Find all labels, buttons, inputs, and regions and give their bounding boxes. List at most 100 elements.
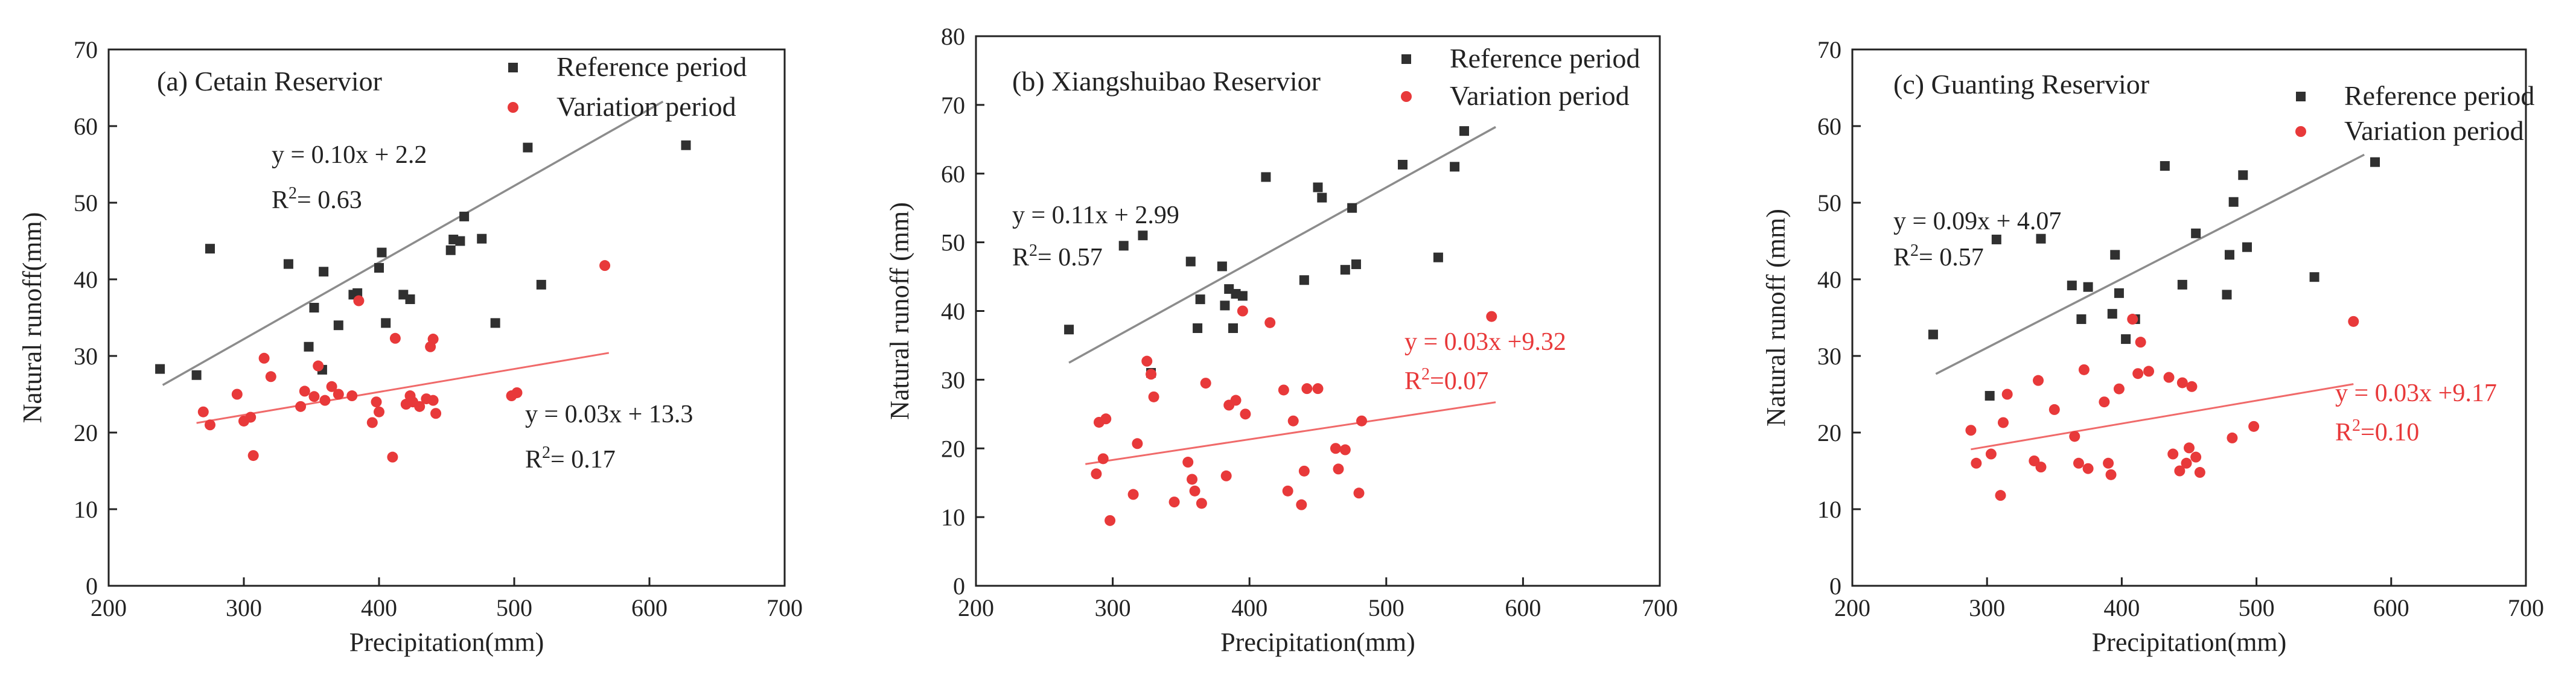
variation-point [295,401,307,412]
variation-point [1196,498,1207,509]
x-tick-label: 700 [1642,594,1678,621]
y-tick-label: 70 [1817,36,1841,63]
reference-r2-value: = 0.57 [1038,244,1103,271]
variation-point [1091,468,1102,480]
reference-point [2191,228,2201,238]
y-axis-title: Natural runoff(mm) [18,212,47,424]
reference-r2-value: = 0.57 [1919,244,1984,271]
legend-variation-label: Variation period [1450,80,1630,111]
variation-point [1486,311,1497,322]
y-axis-title: Natural runoff (mm) [1761,209,1791,427]
reference-point [374,262,384,273]
x-tick-label: 500 [1368,594,1404,621]
plot-frame [107,48,786,587]
y-tick-label: 10 [74,496,98,523]
variation-point [427,334,439,345]
variation-point [1296,499,1307,510]
variation-point [1100,413,1112,425]
variation-point [2174,465,2185,477]
variation-point [2163,372,2175,383]
reference-point [459,211,470,221]
variation-point [1264,317,1276,328]
variation-point [2035,462,2047,473]
reference-point [1433,252,1443,262]
y-tick-label: 70 [941,92,965,119]
variation-point [346,390,358,402]
x-tick-label: 500 [496,594,532,621]
variation-point [2033,375,2044,386]
reference-point [283,259,293,269]
variation-point [427,395,439,406]
variation-point [205,419,215,431]
reference-point [2076,314,2087,325]
variation-r2-value: =0.07 [1430,367,1488,395]
variation-point [1301,383,1313,395]
variation-point [1985,448,1997,460]
reference-point [1991,234,2001,244]
legend-variation-label: Variation period [2344,115,2524,146]
chart-panel-3: 200 300 400 500 600 700 0 10 20 30 40 50 60 70 Precipi… [1761,36,2544,657]
variation-point [353,295,365,306]
reference-r2-symbol: R [1893,244,1910,271]
reference-fit-line [1935,153,2365,375]
x-tick-label: 400 [1231,594,1267,621]
legend-reference-marker [1401,54,1411,64]
variation-point [1132,438,1143,449]
variation-point [1339,444,1351,455]
reference-point [2067,281,2077,291]
reference-point [681,140,691,150]
y-tick-label: 60 [74,113,98,140]
reference-r2-symbol: R [1012,244,1029,271]
variation-point [2105,469,2117,480]
reference-r-squared: R2= 0.63 [272,184,362,214]
x-axis-title: Precipitation(mm) [1220,627,1415,657]
reference-point [2309,272,2319,282]
variation-point [2127,314,2138,325]
variation-point [1148,391,1159,402]
reference-r2-superscript: 2 [1910,241,1919,260]
variation-fit-line [1085,401,1496,465]
variation-point [2181,457,2192,469]
reference-point [2160,161,2170,171]
reference-r2-superscript: 2 [1029,241,1038,260]
variation-point [414,401,426,412]
variation-equation: y = 0.03x +9.17 [2335,379,2497,407]
reference-r2-value: = 0.63 [297,186,362,214]
legend-variation-marker [2295,126,2306,137]
legend-variation-label: Variation period [556,91,736,122]
reference-point [377,247,387,258]
x-tick-label: 600 [631,594,668,621]
legend-variation-marker [1401,91,1412,102]
reference-point [1237,291,1248,301]
variation-point [1353,487,1365,499]
x-axis-title: Precipitation(mm) [2092,627,2287,657]
variation-r2-superscript: 2 [542,443,550,462]
variation-r2-value: =0.10 [2361,419,2419,446]
plot-frame [1851,48,2527,587]
reference-point [2114,288,2124,298]
y-tick-label: 60 [1817,113,1841,140]
y-tick-label: 10 [941,504,965,531]
variation-point [2048,404,2060,415]
reference-point [1459,126,1469,136]
reference-point [2222,290,2232,300]
variation-point [333,389,344,400]
x-tick-label: 600 [2373,594,2409,621]
reference-point [1220,300,1230,311]
legend-reference-label: Reference period [2344,80,2534,111]
variation-point [2069,431,2080,442]
reference-point [1347,203,1357,213]
variation-point [2176,377,2188,389]
variation-point [511,387,523,398]
reference-point [319,267,329,277]
reference-point [1450,162,1460,172]
variation-point [599,260,611,271]
variation-point [1182,457,1194,468]
variation-point [1146,369,1157,380]
variation-point [1333,463,1344,475]
variation-point [1282,485,1293,497]
reference-point [2107,309,2117,319]
chart-panel-2: 200 300 400 500 600 700 0 10 20 30 40 50 60 70 80 Preci… [885,23,1678,657]
variation-fit-line [196,352,610,424]
y-tick-label: 20 [941,435,965,462]
